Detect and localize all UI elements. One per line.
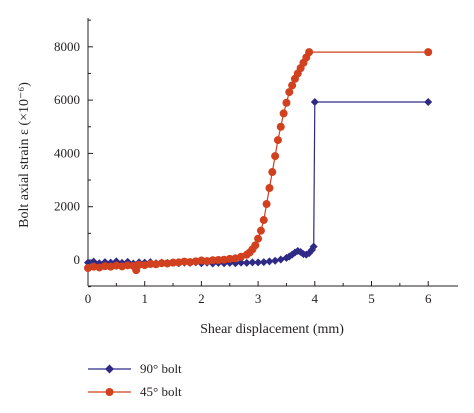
data-point (259, 216, 268, 225)
x-tick-label: 0 (85, 291, 92, 306)
data-point (305, 48, 314, 57)
data-point (248, 258, 257, 267)
data-point (282, 253, 291, 262)
data-point (254, 258, 263, 267)
x-tick-label: 1 (141, 291, 148, 306)
data-point (237, 258, 246, 267)
data-point (282, 98, 291, 107)
data-point (276, 122, 285, 131)
data-point (262, 200, 271, 209)
legend-marker-90-bolt (105, 364, 114, 374)
legend-marker-45-bolt (105, 388, 114, 396)
y-tick-label: 6000 (54, 92, 80, 107)
x-axis-title: Shear displacement (mm) (200, 322, 344, 337)
data-point (271, 152, 280, 161)
data-point (271, 256, 280, 265)
data-point (273, 136, 282, 145)
data-point (146, 259, 155, 268)
legend-label-90-bolt: 90° bolt (140, 361, 182, 376)
y-tick-label: 2000 (54, 199, 80, 214)
data-point (268, 168, 277, 177)
y-tick-label: 8000 (54, 39, 80, 54)
plot-area: 0 1 2 3 4 5 6 0 2000 4000 6000 8000 (54, 18, 458, 306)
data-point (424, 48, 433, 57)
x-tick-label: 4 (312, 291, 319, 306)
data-point (251, 241, 260, 250)
data-point (265, 184, 274, 193)
data-point (214, 256, 223, 264)
series-45-bolt (84, 48, 433, 275)
y-tick-label: 4000 (54, 145, 80, 160)
data-point (279, 109, 288, 118)
x-tick-label: 3 (255, 291, 262, 306)
data-point (208, 256, 217, 265)
data-point (310, 97, 319, 106)
y-axis-title: Bolt axial strain ε (×10⁻⁶) (17, 82, 32, 228)
x-tick-label: 6 (425, 291, 432, 306)
data-point (288, 81, 297, 90)
data-point (242, 258, 251, 267)
data-point (285, 88, 294, 97)
data-point (157, 259, 166, 268)
data-point (254, 234, 263, 243)
series-layer (84, 48, 433, 275)
legend-item-45-bolt: 45° bolt (88, 384, 182, 399)
data-point (309, 242, 318, 251)
x-tick-label: 5 (368, 291, 375, 306)
x-tick-label: 2 (198, 291, 205, 306)
y-ticks: 0 2000 4000 6000 8000 (54, 19, 93, 288)
data-point (259, 258, 268, 267)
data-point (135, 260, 144, 269)
legend-item-90-bolt: 90° bolt (88, 361, 182, 376)
data-point (169, 258, 178, 267)
data-point (256, 226, 265, 235)
legend-label-45-bolt: 45° bolt (140, 384, 182, 399)
data-point (265, 257, 274, 266)
x-ticks: 0 1 2 3 4 5 6 (85, 281, 432, 306)
data-point (276, 255, 285, 264)
data-point (424, 97, 433, 106)
y-tick-label: 0 (74, 252, 81, 267)
legend: 90° bolt 45° bolt (88, 361, 182, 399)
